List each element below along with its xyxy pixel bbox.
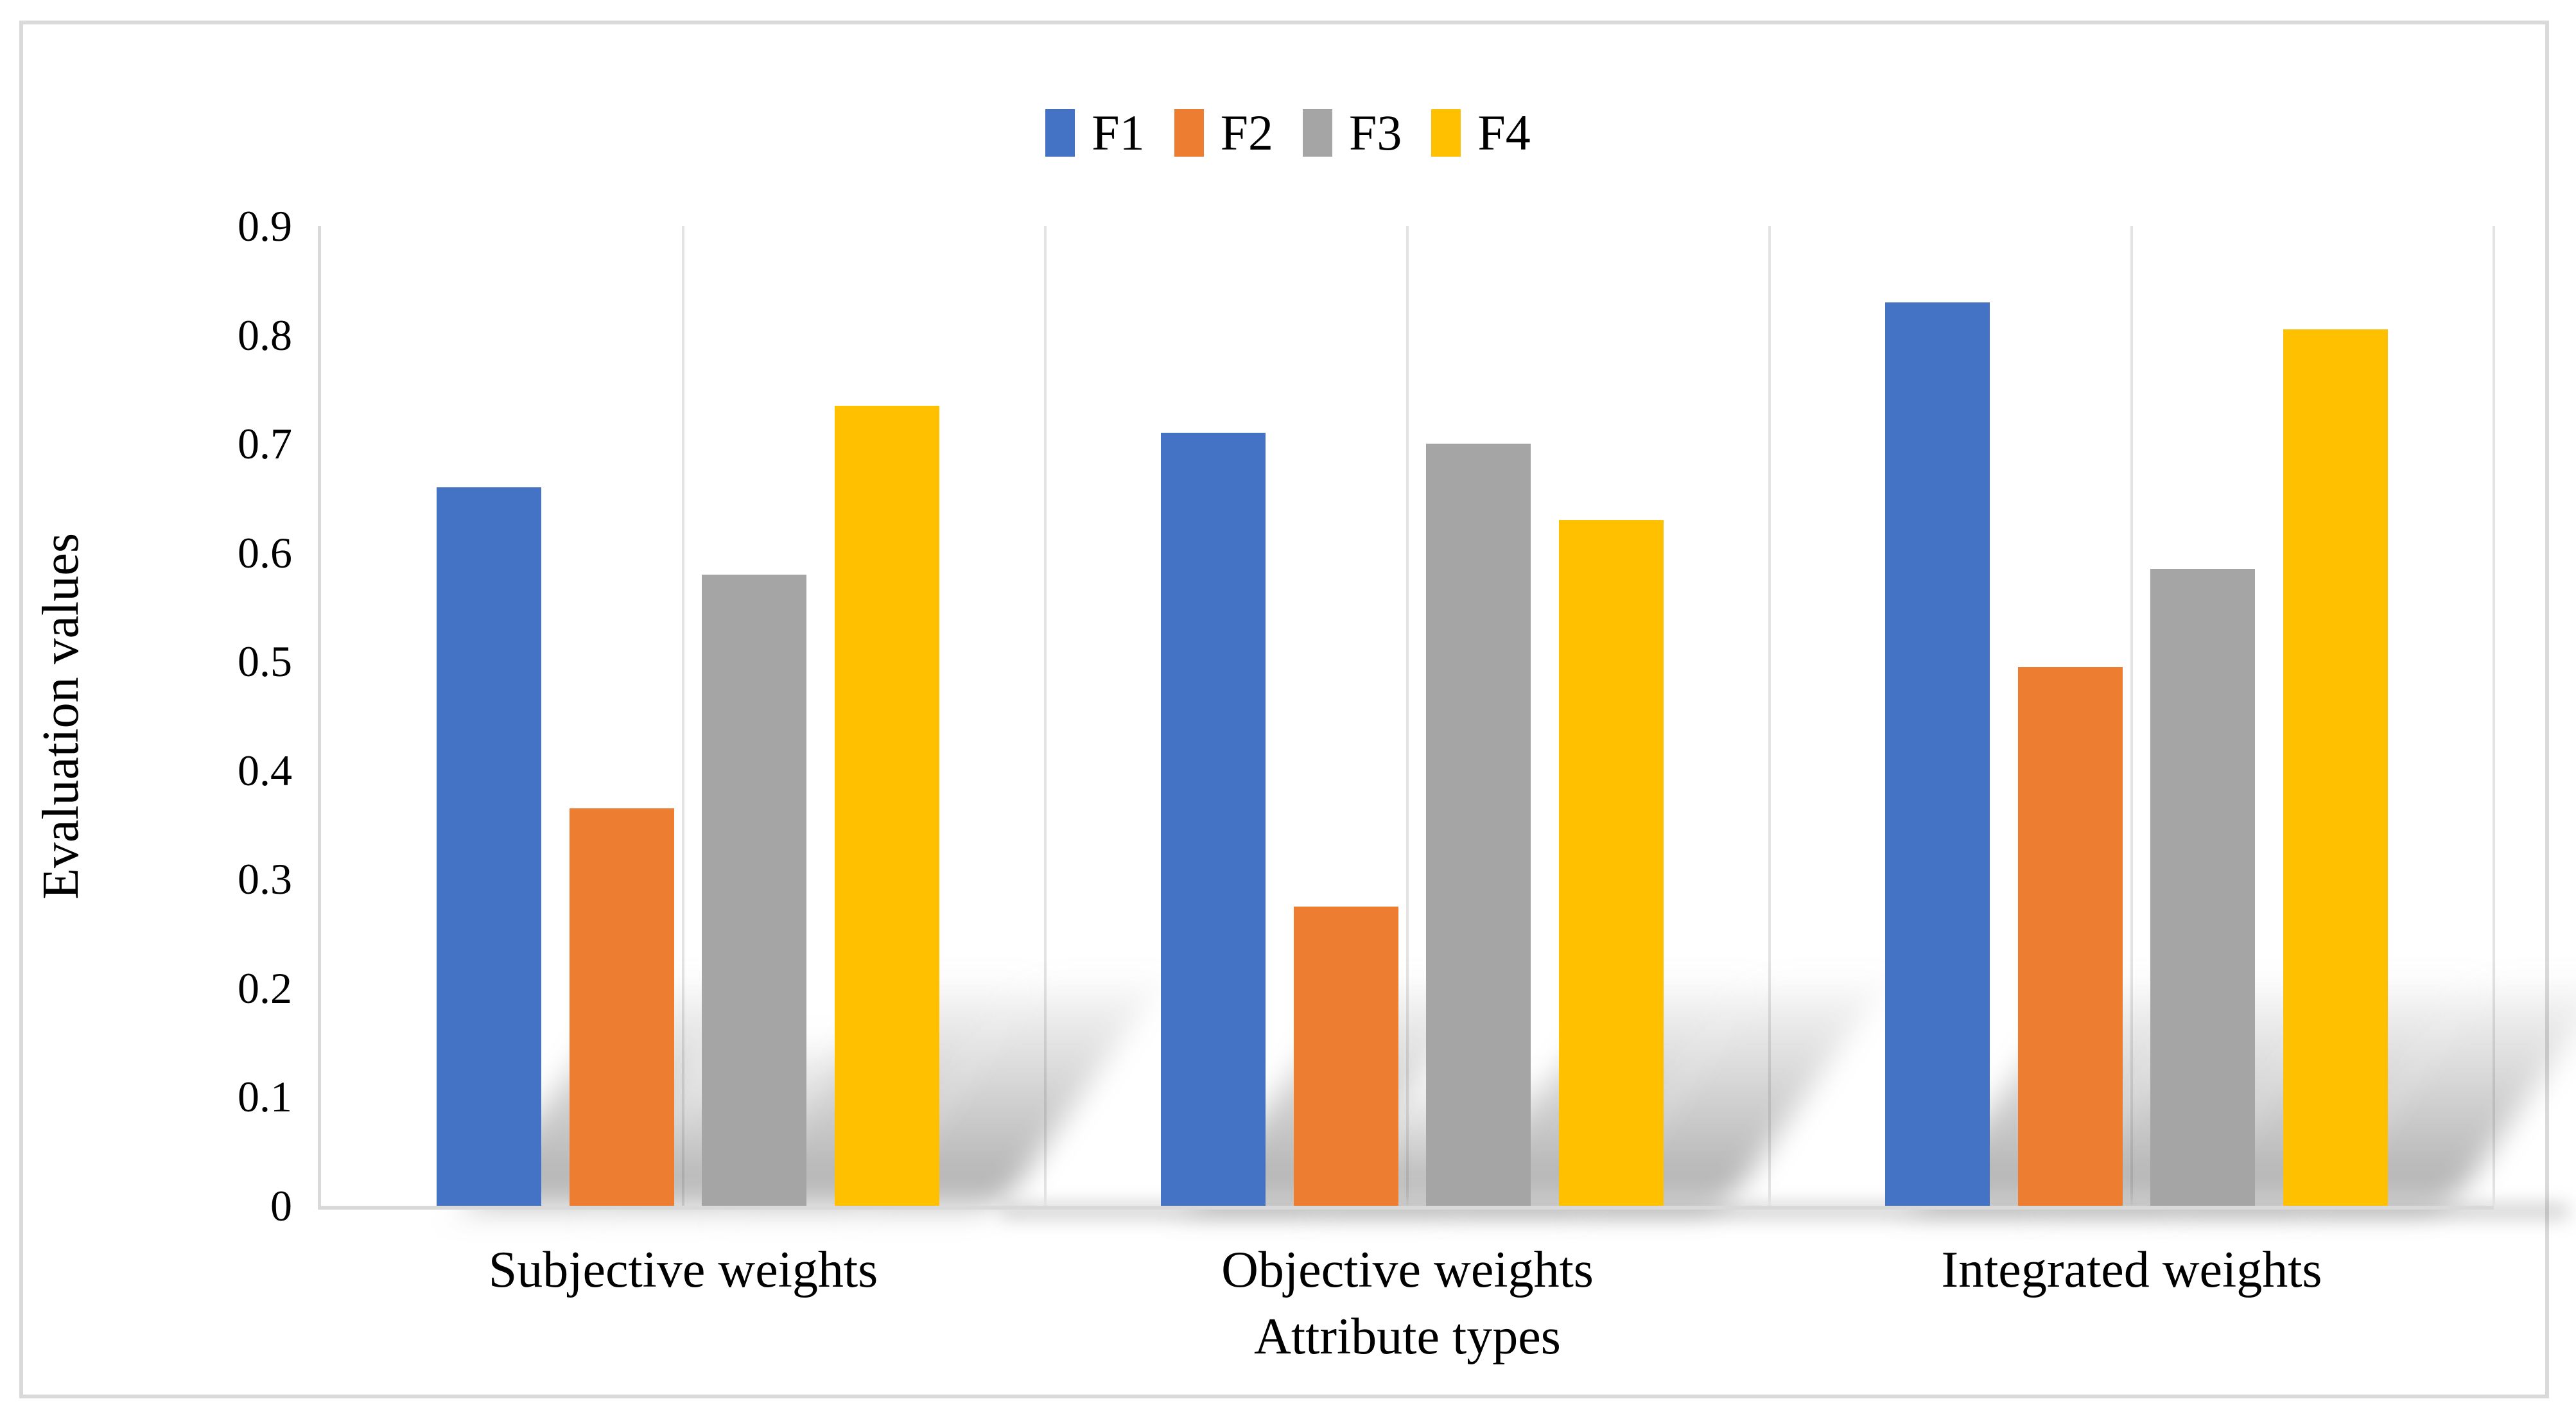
bar-f1-1 — [437, 487, 541, 1206]
y-tick-label: 0.1 — [238, 1072, 292, 1122]
legend-item-f4: F4 — [1431, 105, 1531, 161]
bar-f3-2 — [1426, 444, 1531, 1206]
bar-f3-3 — [2150, 569, 2255, 1206]
legend-swatch-f2 — [1174, 109, 1204, 157]
bar-f1-3 — [1885, 302, 1990, 1206]
legend-item-f1: F1 — [1045, 105, 1145, 161]
legend-item-f3: F3 — [1303, 108, 1402, 158]
bar-f4-2 — [1558, 519, 1664, 1206]
legend-item-f2: F2 — [1174, 108, 1273, 158]
bar-f4-1 — [834, 405, 939, 1206]
legend-swatch-f3 — [1303, 109, 1332, 157]
y-axis-line — [318, 226, 321, 1206]
y-tick-label: 0.4 — [238, 745, 292, 795]
plot-area — [318, 226, 2576, 1219]
gridline-vertical — [2493, 226, 2495, 1206]
bar-f3-1 — [702, 574, 806, 1206]
y-tick-label: 0.2 — [238, 963, 292, 1013]
gridline-vertical — [1768, 226, 1771, 1206]
category-label: Subjective weights — [488, 1242, 878, 1298]
y-axis-title-wrap: Evaluation values — [19, 226, 103, 1206]
x-axis-title: Attribute types — [1254, 1309, 1561, 1365]
gridline-vertical — [1406, 226, 1409, 1206]
gridline-vertical — [2130, 226, 2133, 1206]
category-label: Objective weights — [1221, 1242, 1594, 1298]
category-label: Integrated weights — [1941, 1242, 2322, 1298]
legend-label-f2: F2 — [1220, 105, 1273, 161]
y-tick-label: 0 — [270, 1181, 292, 1230]
y-tick-label: 0.9 — [238, 202, 292, 250]
y-tick-label: 0.8 — [238, 310, 292, 360]
figure-border — [19, 21, 2549, 1398]
y-tick-label: 0.6 — [238, 528, 292, 577]
legend-label-f1: F1 — [1092, 105, 1145, 161]
bar-f2-2 — [1293, 906, 1398, 1206]
bar-f1-2 — [1161, 433, 1266, 1206]
y-tick-label: 0.5 — [238, 637, 292, 686]
legend-label-f4: F4 — [1477, 105, 1531, 161]
legend: F1 F2 F3 F4 — [0, 108, 2576, 158]
legend-swatch-f1 — [1045, 109, 1075, 157]
legend-swatch-f4 — [1431, 109, 1461, 157]
bar-f2-1 — [569, 808, 674, 1206]
legend-label-f3: F3 — [1349, 105, 1402, 161]
gridline-vertical — [682, 226, 684, 1206]
x-axis-line — [318, 1206, 2494, 1210]
y-tick-label: 0.3 — [238, 855, 292, 904]
bar-f2-3 — [2017, 666, 2123, 1206]
bar-f4-3 — [2283, 329, 2388, 1206]
y-axis-title: Evaluation values — [33, 532, 89, 900]
y-tick-label: 0.7 — [238, 419, 292, 469]
gridline-vertical — [1044, 226, 1047, 1206]
